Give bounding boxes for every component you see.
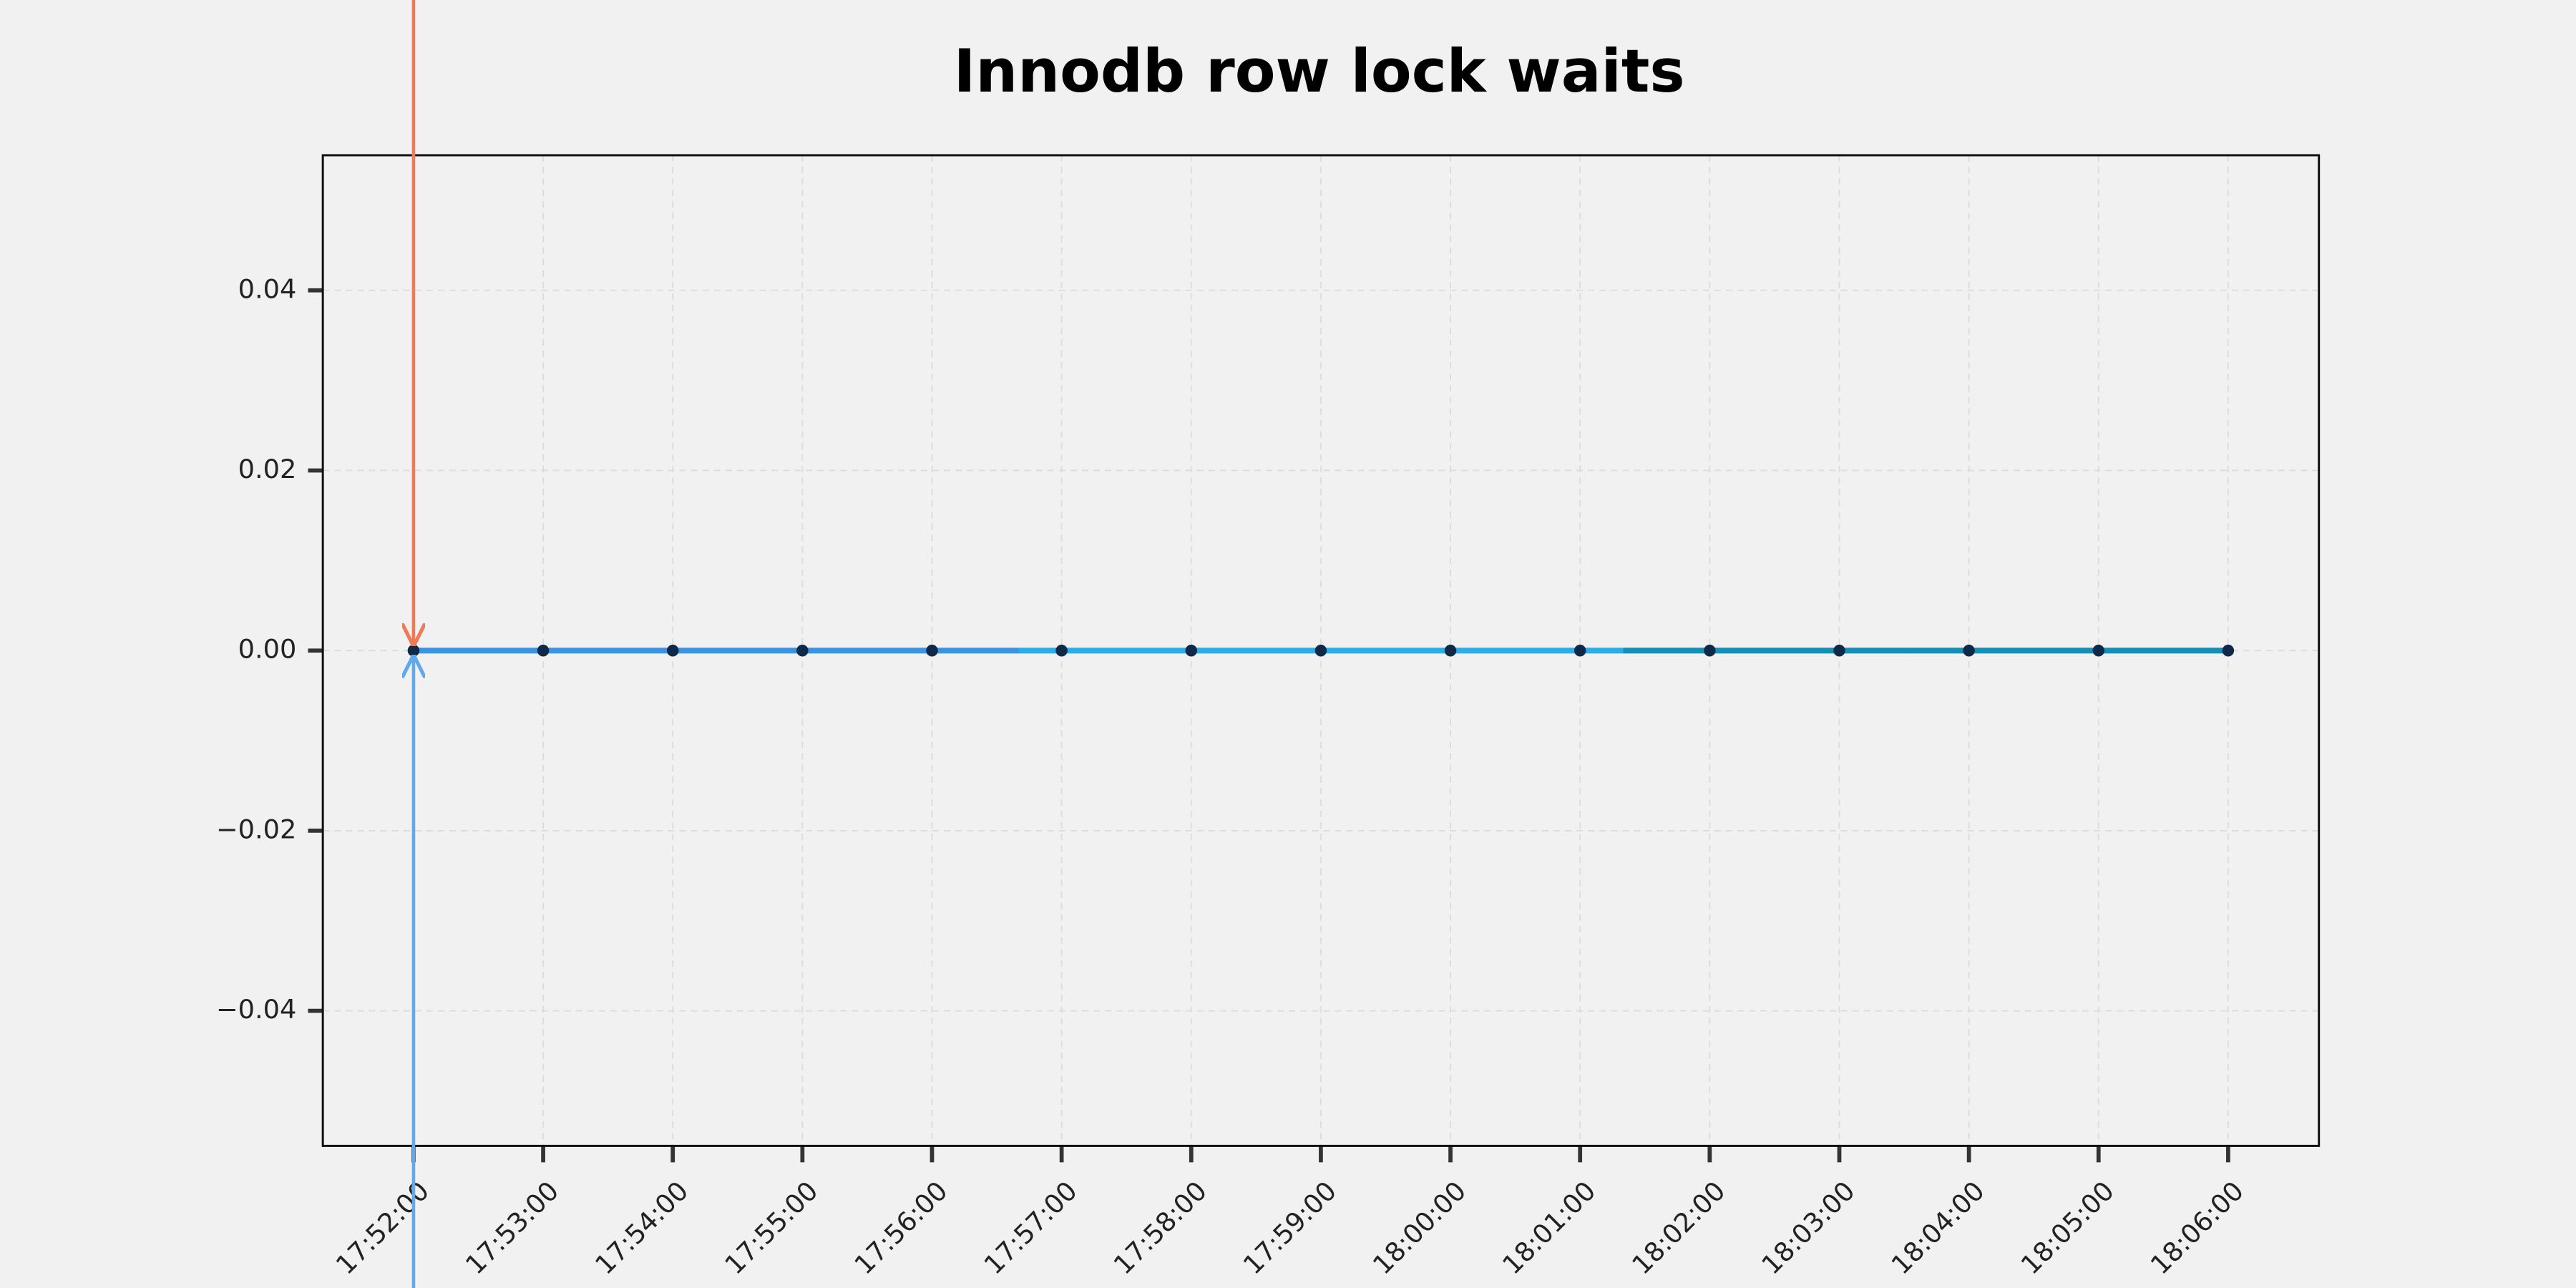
- point: [1833, 644, 1845, 657]
- point: [2222, 644, 2235, 657]
- point: [1704, 644, 1716, 657]
- point: [1314, 644, 1327, 657]
- y-tick-label: −0.02: [216, 814, 297, 844]
- point: [1055, 644, 1068, 657]
- plot-frame: [321, 154, 2321, 1147]
- chart-title: Innodb row lock waits: [954, 37, 1685, 106]
- point: [666, 644, 679, 657]
- y-tick-label: 0.02: [238, 454, 297, 484]
- point: [1185, 644, 1198, 657]
- point: [1444, 644, 1457, 657]
- point: [2092, 644, 2105, 657]
- y-tick-label: 0.04: [238, 273, 297, 304]
- point: [537, 644, 550, 657]
- y-tick-label: 0.00: [238, 634, 297, 665]
- point: [1574, 644, 1586, 657]
- y-tick-label: −0.04: [216, 994, 297, 1025]
- point: [796, 644, 809, 657]
- point: [1963, 644, 1975, 657]
- point: [407, 644, 420, 657]
- point: [926, 644, 938, 657]
